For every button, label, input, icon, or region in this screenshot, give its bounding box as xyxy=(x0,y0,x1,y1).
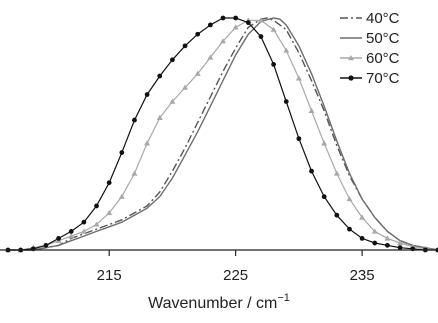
series-4-point xyxy=(182,43,188,49)
series-4-point xyxy=(144,92,150,97)
series-4-point xyxy=(385,242,390,248)
series-4-point xyxy=(258,34,264,39)
series-3-point xyxy=(359,214,366,220)
legend-label-3: 60°C xyxy=(366,50,400,67)
series-4-point xyxy=(170,57,175,63)
legend-entry-3: 60°C xyxy=(340,50,400,67)
legend-label-2: 50°C xyxy=(366,30,400,47)
series-4-point xyxy=(359,236,365,241)
series-4-point xyxy=(233,15,239,21)
series-4-point xyxy=(309,168,314,174)
series-4-point xyxy=(119,150,125,155)
series-4-point xyxy=(372,240,378,246)
series-3-point xyxy=(371,228,378,234)
x-tick-label-235: 235 xyxy=(350,267,375,284)
series-3-point xyxy=(68,233,75,239)
series-4-point xyxy=(245,20,251,26)
series-4-point xyxy=(81,219,87,225)
series-3-point xyxy=(308,107,315,113)
series-3-point xyxy=(194,70,201,76)
series-3-point xyxy=(207,54,214,60)
series-4-point xyxy=(296,136,302,142)
series-3-point xyxy=(397,240,404,246)
series-4-point xyxy=(195,31,201,37)
series-4-point xyxy=(220,15,226,21)
series-4-point xyxy=(271,62,276,67)
legend-entry-1: 40°C xyxy=(340,10,400,27)
series-3-point xyxy=(169,98,176,104)
series-3-point xyxy=(80,228,87,234)
x-tick-label-215: 215 xyxy=(97,267,122,284)
legend-entry-2: 50°C xyxy=(340,30,400,47)
series-4 xyxy=(5,15,438,253)
series-4-point xyxy=(207,22,213,28)
series-3-point xyxy=(232,24,239,30)
series-line-1 xyxy=(8,17,438,251)
series-3-point xyxy=(346,195,353,202)
series-4-point xyxy=(283,99,289,104)
series-4-point xyxy=(347,226,352,232)
legend-entry-4: 70°C xyxy=(340,70,400,87)
series-line-2 xyxy=(8,17,438,251)
series-3-point xyxy=(295,75,302,81)
plot-area xyxy=(5,15,438,253)
series-1 xyxy=(8,17,438,251)
legend-marker-4 xyxy=(348,75,354,81)
series-3-point xyxy=(131,170,138,176)
series-3-point xyxy=(156,114,163,120)
series-3-point xyxy=(220,38,226,44)
series-4-point xyxy=(106,180,112,186)
series-3-point xyxy=(384,235,391,241)
series-3-point xyxy=(106,209,113,216)
series-4-point xyxy=(132,117,137,123)
series-3-point xyxy=(321,140,328,146)
series-4-point xyxy=(321,194,327,200)
series-4-point xyxy=(157,73,163,79)
series-3-point xyxy=(333,170,340,176)
series-3-point xyxy=(118,193,125,199)
series-3-point xyxy=(270,26,277,32)
series-2 xyxy=(8,17,438,251)
series-4-point xyxy=(56,236,61,241)
x-axis-label-text: Wavenumber / cm xyxy=(148,295,277,312)
series-3-point xyxy=(257,17,264,23)
series-4-point xyxy=(334,212,340,218)
series-3-point xyxy=(283,47,290,53)
legend-label-1: 40°C xyxy=(366,10,400,27)
series-3-point xyxy=(182,84,189,90)
series-4-point xyxy=(94,203,99,209)
x-axis: 215 225 235 xyxy=(0,249,438,284)
x-axis-label-superscript: −1 xyxy=(277,292,290,304)
x-tick-label-225: 225 xyxy=(223,267,248,284)
legend: 40°C 50°C 60°C 70°C xyxy=(340,10,400,87)
series-4-point xyxy=(43,242,49,248)
legend-marker-3 xyxy=(348,55,354,61)
legend-label-4: 70°C xyxy=(366,70,400,87)
series-3-point xyxy=(144,140,151,146)
x-axis-label: Wavenumber / cm−1 xyxy=(148,292,290,312)
series-3-point xyxy=(93,221,100,227)
series-4-point xyxy=(68,229,74,234)
series-4-point xyxy=(397,245,403,251)
